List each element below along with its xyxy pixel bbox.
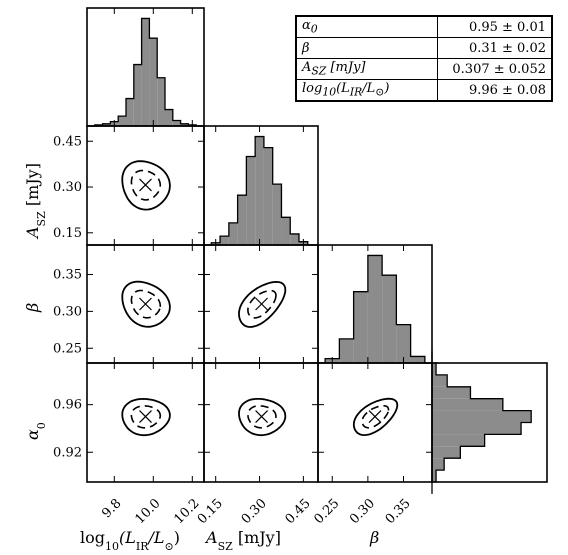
hist-bar	[432, 374, 448, 387]
param-value: 0.307 ± 0.052	[437, 58, 553, 80]
y-tick-label: 0.92	[53, 445, 82, 460]
best-fit-marker	[368, 410, 382, 423]
contour-1sigma	[130, 289, 162, 319]
hist-bar	[102, 123, 111, 126]
hist-bar	[432, 363, 437, 375]
x-tick-label: 10.0	[132, 496, 163, 527]
y-tick-label: 0.25	[53, 341, 82, 356]
contour-frame	[86, 362, 205, 483]
contour-frame	[203, 362, 319, 483]
hist-bar	[432, 422, 522, 435]
x-tick-label: 0.30	[239, 496, 270, 527]
contour-2sigma	[238, 280, 287, 328]
hist-bar	[290, 233, 299, 245]
table-row: log10(LIR/L⊙) 9.96 ± 0.08	[295, 79, 553, 102]
hist-bar	[237, 195, 247, 245]
hist-bar	[432, 458, 445, 471]
table-row: ASZ [mJy] 0.307 ± 0.052	[295, 58, 553, 80]
table-row: α0 0.95 ± 0.01	[295, 15, 553, 38]
best-fit-marker	[139, 297, 152, 311]
hist-bar	[432, 446, 461, 459]
param-name: α0	[295, 15, 438, 38]
hist-bar	[149, 38, 158, 126]
hist-bar	[126, 98, 134, 126]
x-axis-label-beta: β	[369, 528, 379, 547]
y-tick-label: 0.30	[53, 304, 82, 319]
y-axis-label-asz: ASZ [mJy]	[23, 163, 48, 240]
x-tick-label: 0.30	[347, 496, 378, 527]
hist-bar	[180, 123, 189, 126]
param-name: log10(LIR/L⊙)	[295, 79, 438, 102]
hist-bar	[432, 398, 503, 411]
table-row: β 0.31 ± 0.02	[295, 37, 553, 59]
y-tick-label: 0.45	[53, 134, 82, 149]
y-axis-label-alpha: α0	[23, 422, 48, 440]
x-tick-label: 0.15	[195, 496, 226, 527]
y-axis-label-beta: β	[23, 303, 42, 313]
hist-bar	[410, 356, 425, 363]
hist-bar	[220, 236, 229, 245]
hist-bar	[165, 109, 173, 126]
contour-2sigma	[121, 280, 171, 328]
best-fit-marker	[139, 178, 152, 192]
hist-outline	[87, 17, 204, 127]
contour-2sigma	[238, 398, 287, 437]
hist-bar	[272, 184, 282, 245]
hist-outline	[310, 254, 440, 364]
param-value: 9.96 ± 0.08	[437, 79, 553, 102]
hist-bar	[353, 291, 368, 363]
hist-bar	[432, 470, 437, 482]
hist-bar	[396, 324, 411, 363]
hist-bar	[246, 156, 256, 245]
hist-bar	[367, 255, 383, 363]
contour-2sigma	[121, 397, 171, 437]
param-name: β	[295, 37, 438, 59]
contour-2sigma	[352, 397, 399, 437]
hist-bar	[172, 120, 181, 126]
best-fit-marker	[139, 410, 152, 423]
x-tick-label: 0.35	[383, 496, 414, 527]
contour-1sigma	[130, 405, 162, 429]
y-tick-label: 0.96	[53, 398, 82, 413]
x-tick-label: 9.8	[99, 496, 124, 521]
contour-1sigma	[247, 289, 277, 319]
best-fit-marker	[255, 410, 269, 423]
contour-frame	[317, 362, 433, 483]
y-tick-label: 0.30	[53, 180, 82, 195]
hist-bar	[432, 386, 471, 399]
x-tick-label: 0.45	[283, 496, 314, 527]
parameter-table: α0 0.95 ± 0.01 β 0.31 ± 0.02 ASZ [mJy] 0.307 …	[295, 15, 553, 102]
contour-1sigma	[130, 169, 162, 201]
hist-bar	[432, 434, 485, 447]
hist-bar	[382, 275, 397, 363]
hist-bar	[118, 116, 126, 126]
hist-bar	[281, 217, 291, 245]
param-value: 0.95 ± 0.01	[437, 15, 553, 38]
param-name: ASZ [mJy]	[295, 58, 438, 80]
x-axis-label-asz: ASZ [mJy]	[204, 528, 281, 553]
contour-1sigma	[247, 404, 277, 429]
x-axis-label-lir: log10(LIR/L⊙)	[80, 528, 180, 553]
best-fit-marker	[255, 297, 269, 311]
x-tick-label: 0.25	[311, 496, 342, 527]
hist-bar	[255, 136, 264, 245]
hist-outline	[431, 351, 532, 494]
hist-bar	[141, 18, 150, 126]
hist-bar	[432, 410, 532, 423]
x-tick-label: 10.2	[171, 496, 202, 527]
hist-bar	[133, 64, 142, 126]
contour-2sigma	[121, 160, 171, 211]
hist-bar	[157, 77, 165, 126]
hist-outline	[202, 135, 317, 246]
hist-bar	[263, 147, 273, 245]
y-tick-label: 0.15	[53, 226, 82, 241]
hist-bar	[339, 338, 354, 363]
y-tick-label: 0.35	[53, 268, 82, 283]
param-value: 0.31 ± 0.02	[437, 37, 553, 59]
hist-bar	[228, 222, 238, 245]
